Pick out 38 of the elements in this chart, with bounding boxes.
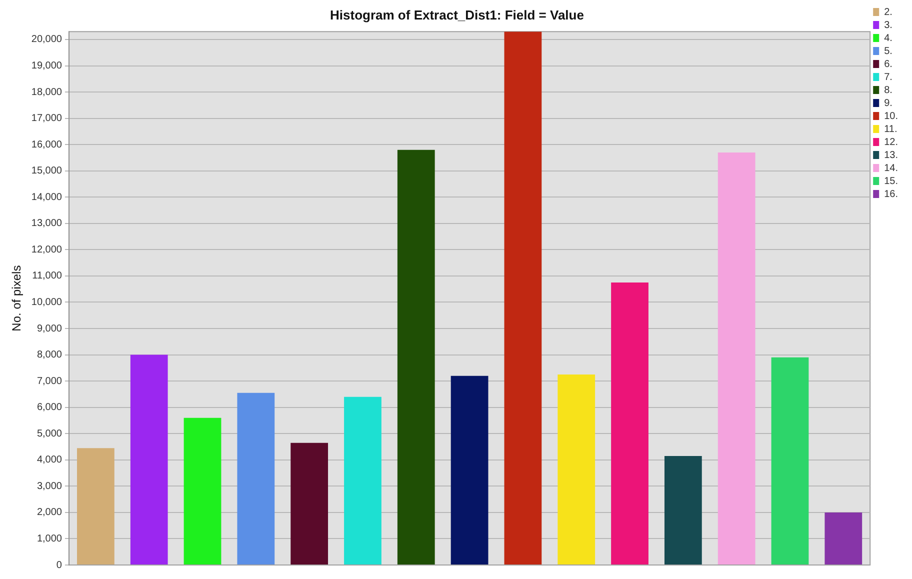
y-tick-label: 15,000 [31, 166, 62, 177]
y-tick-label: 8,000 [36, 350, 62, 361]
legend-label: 9. [884, 98, 892, 109]
chart-title: Histogram of Extract_Dist1: Field = Value [330, 7, 584, 22]
legend-label: 6. [884, 58, 892, 70]
legend-label: 4. [884, 32, 892, 44]
legend-label: 8. [884, 84, 892, 96]
y-tick-label: 18,000 [31, 86, 62, 98]
y-tick-label: 12,000 [31, 244, 62, 256]
y-tick-label: 5,000 [36, 428, 62, 440]
legend-label: 3. [884, 20, 892, 31]
y-tick-label: 11,000 [32, 270, 62, 282]
y-axis-title: No. of pixels [10, 265, 24, 332]
y-tick-label: 13,000 [31, 218, 62, 230]
y-tick-label: 10,000 [31, 296, 62, 308]
y-tick-label: 1,000 [36, 533, 62, 544]
legend-label: 7. [884, 72, 892, 83]
y-tick-label: 19,000 [31, 60, 62, 72]
legend-label: 5. [884, 46, 892, 57]
y-tick-label: 4,000 [36, 454, 62, 466]
legend-label: 12. [884, 136, 898, 148]
legend-label: 15. [884, 176, 898, 187]
y-tick-label: 17,000 [31, 113, 62, 124]
legend-label: 11. [884, 124, 898, 135]
y-tick-label: 6,000 [36, 402, 62, 414]
y-tick-label: 20,000 [31, 34, 62, 46]
y-tick-label: 2,000 [36, 507, 62, 518]
legend-label: 16. [884, 188, 898, 200]
legend-label: 14. [884, 162, 898, 174]
y-tick-label: 9,000 [36, 323, 62, 334]
legend-label: 2. [884, 6, 892, 18]
y-tick-label: 7,000 [36, 376, 62, 387]
y-tick-label: 14,000 [31, 192, 62, 203]
legend-label: 13. [884, 150, 898, 161]
y-tick-label: 16,000 [31, 139, 62, 150]
legend-label: 10. [884, 110, 898, 122]
y-tick-label: 3,000 [36, 480, 62, 492]
y-tick-label: 0 [56, 560, 62, 571]
